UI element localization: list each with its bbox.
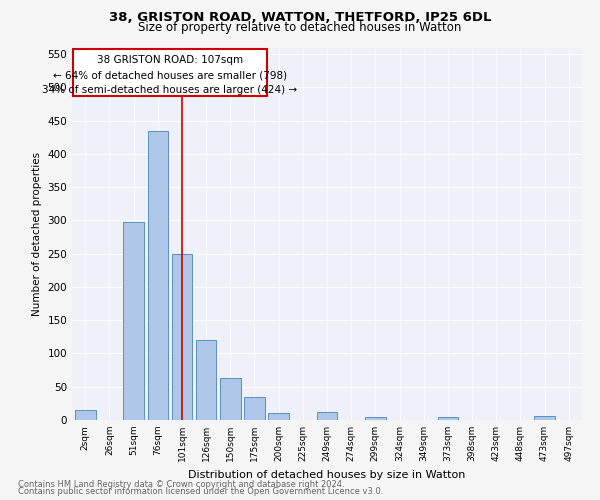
FancyBboxPatch shape	[73, 49, 266, 96]
Bar	[365, 416, 386, 420]
Text: 38, GRISTON ROAD, WATTON, THETFORD, IP25 6DL: 38, GRISTON ROAD, WATTON, THETFORD, IP25…	[109, 11, 491, 24]
Text: 34% of semi-detached houses are larger (424) →: 34% of semi-detached houses are larger (…	[43, 84, 298, 95]
Text: Contains public sector information licensed under the Open Government Licence v3: Contains public sector information licen…	[18, 487, 383, 496]
Bar	[244, 396, 265, 420]
Bar	[437, 418, 458, 420]
X-axis label: Distribution of detached houses by size in Watton: Distribution of detached houses by size …	[188, 470, 466, 480]
Bar	[220, 378, 241, 420]
Text: Contains HM Land Registry data © Crown copyright and database right 2024.: Contains HM Land Registry data © Crown c…	[18, 480, 344, 489]
Text: 38 GRISTON ROAD: 107sqm: 38 GRISTON ROAD: 107sqm	[97, 56, 243, 66]
Y-axis label: Number of detached properties: Number of detached properties	[32, 152, 42, 316]
Bar	[172, 254, 192, 420]
Text: Size of property relative to detached houses in Watton: Size of property relative to detached ho…	[139, 21, 461, 34]
Bar	[148, 130, 168, 420]
Text: ← 64% of detached houses are smaller (798): ← 64% of detached houses are smaller (79…	[53, 70, 287, 80]
Bar	[75, 410, 95, 420]
Bar	[124, 222, 144, 420]
Bar	[268, 414, 289, 420]
Bar	[534, 416, 555, 420]
Bar	[196, 340, 217, 420]
Bar	[317, 412, 337, 420]
